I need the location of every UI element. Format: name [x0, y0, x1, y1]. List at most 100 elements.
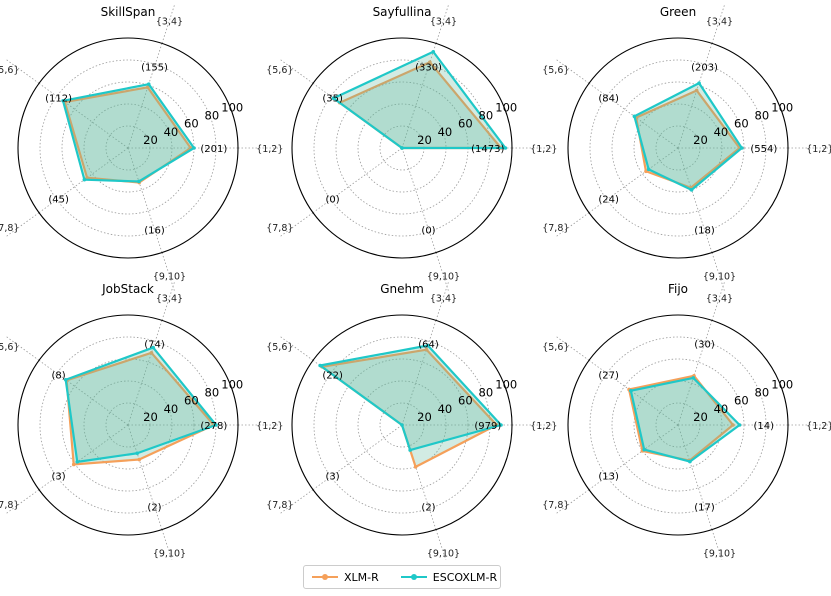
- data-point-xlmr: [694, 88, 699, 93]
- data-point-xlmr: [644, 169, 648, 174]
- r-tick-label: 60: [734, 117, 749, 131]
- legend-entry-xlmr: XLM-R: [312, 571, 379, 584]
- series-line-escoxlmr: [61, 83, 196, 183]
- grid-ring: [335, 358, 469, 492]
- grid-spoke: [677, 320, 713, 426]
- grid-spoke: [677, 147, 713, 253]
- series-fill-escoxlmr: [63, 84, 194, 182]
- outer-ring: [291, 37, 513, 259]
- data-point-escoxlmr: [503, 146, 508, 150]
- data-point-escoxlmr: [632, 114, 637, 119]
- count-label: (14): [754, 421, 775, 432]
- r-tick-label: 60: [184, 117, 199, 131]
- axis-label: {9,10}: [427, 272, 460, 283]
- count-label: (16): [144, 226, 165, 237]
- data-point-escoxlmr: [137, 179, 141, 184]
- outer-ring: [567, 37, 789, 259]
- series-fill-xlmr: [629, 375, 733, 461]
- axis-label: {7,8}: [266, 500, 293, 511]
- r-tick-label: 80: [755, 109, 770, 123]
- grid-spoke: [127, 147, 163, 253]
- data-point-escoxlmr: [408, 448, 412, 452]
- data-point-escoxlmr: [688, 459, 692, 464]
- grid-spoke: [588, 83, 679, 149]
- outer-ring: [17, 37, 239, 259]
- count-label: (0): [421, 226, 435, 237]
- r-tick-label: 40: [714, 402, 729, 416]
- data-point-escoxlmr: [646, 167, 651, 172]
- count-label: (2): [421, 503, 435, 514]
- count-label: (18): [694, 226, 715, 237]
- data-point-xlmr: [413, 465, 418, 469]
- panel-title: Sayfullina: [373, 5, 432, 19]
- r-tick-label: 20: [693, 133, 708, 147]
- r-tick-label: 20: [417, 133, 432, 147]
- grid-spoke: [312, 424, 403, 490]
- series-line-escoxlmr: [629, 376, 741, 463]
- axis-label: {3,4}: [706, 293, 733, 304]
- count-label: (554): [750, 144, 777, 155]
- count-label: (0): [326, 194, 340, 205]
- legend-swatch-escoxlmr: [400, 574, 427, 580]
- data-point-escoxlmr: [689, 188, 694, 192]
- count-label: (112): [45, 94, 72, 105]
- count-label: (8): [52, 371, 66, 382]
- axis-label: {3,4}: [430, 293, 457, 304]
- outer-ring: [291, 314, 513, 536]
- axis-label: {9,10}: [153, 272, 186, 283]
- grid-spoke: [38, 83, 129, 149]
- count-label: (155): [141, 62, 168, 73]
- series-line-escoxlmr: [319, 344, 503, 452]
- axis-label: {5,6}: [0, 342, 19, 353]
- axis-label: {3,4}: [156, 16, 183, 27]
- r-tick-label: 100: [221, 378, 243, 392]
- r-tick-label: 100: [221, 101, 243, 115]
- axis-label: {1,2}: [256, 144, 283, 155]
- data-point-escoxlmr: [642, 447, 646, 452]
- axis-label: {9,10}: [703, 272, 736, 283]
- series-fill-escoxlmr: [320, 345, 501, 451]
- r-tick-label: 80: [205, 109, 220, 123]
- count-label: (27): [598, 371, 619, 382]
- r-tick-label: 100: [771, 378, 793, 392]
- series-fill-escoxlmr: [630, 377, 740, 462]
- grid-ring: [357, 380, 447, 470]
- data-point-escoxlmr: [691, 376, 696, 380]
- data-point-escoxlmr: [146, 82, 151, 86]
- legend: XLM-R ESCOXLM-R: [303, 565, 501, 589]
- r-tick-label: 80: [205, 386, 220, 400]
- data-point-escoxlmr: [192, 146, 196, 150]
- r-tick-label: 20: [417, 410, 432, 424]
- r-tick-label: 40: [164, 402, 179, 416]
- data-point-escoxlmr: [740, 146, 744, 150]
- r-tick-label: 100: [495, 378, 517, 392]
- radar-figure: SkillSpan20406080100{1,2}{3,4}{5,6}{7,8}…: [0, 3, 831, 560]
- r-tick-label: 60: [458, 117, 473, 131]
- data-point-xlmr: [731, 423, 735, 427]
- axis-label: {3,4}: [706, 16, 733, 27]
- data-point-escoxlmr: [63, 377, 68, 382]
- data-point-xlmr: [145, 85, 150, 90]
- r-tick-label: 40: [438, 125, 453, 139]
- grid-spoke: [677, 43, 713, 149]
- data-point-escoxlmr: [75, 460, 80, 464]
- r-tick-label: 80: [479, 386, 494, 400]
- legend-label-xlmr: XLM-R: [344, 570, 379, 584]
- axis-label: {9,10}: [703, 549, 736, 560]
- series-fill-escoxlmr: [634, 83, 742, 190]
- panel-title: Green: [660, 5, 696, 19]
- grid-ring: [611, 358, 745, 492]
- grid-spoke: [38, 360, 129, 426]
- r-tick-label: 20: [143, 133, 158, 147]
- data-point-escoxlmr: [629, 388, 633, 393]
- data-point-escoxlmr: [318, 363, 322, 368]
- axis-label: {5,6}: [0, 65, 19, 76]
- panel-title: Gnehm: [380, 282, 424, 296]
- axis-label: {3,4}: [156, 293, 183, 304]
- data-point-escoxlmr: [697, 81, 701, 85]
- data-point-escoxlmr: [400, 146, 404, 150]
- count-label: (35): [322, 94, 343, 105]
- axis-label: {5,6}: [542, 65, 569, 76]
- series-fill-escoxlmr: [65, 347, 216, 462]
- axis-label: {7,8}: [542, 223, 569, 234]
